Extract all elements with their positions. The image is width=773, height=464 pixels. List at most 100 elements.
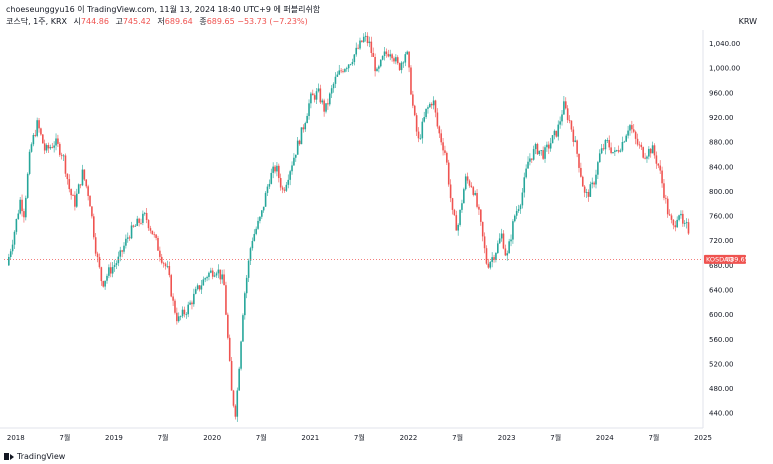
candle xyxy=(606,137,609,144)
candle xyxy=(311,89,314,96)
candle xyxy=(470,182,473,188)
candle xyxy=(249,246,252,266)
candle xyxy=(210,267,212,274)
time-tick-label: 7월 xyxy=(648,433,659,442)
candle xyxy=(211,267,214,280)
candle xyxy=(627,125,629,139)
candle xyxy=(240,340,242,371)
open-value: 744.86 xyxy=(80,17,109,26)
candle xyxy=(106,273,108,284)
candle xyxy=(25,195,27,221)
candle xyxy=(143,211,146,216)
candle xyxy=(412,90,414,109)
candle xyxy=(442,137,444,156)
candle xyxy=(423,111,425,123)
candle xyxy=(598,149,601,163)
candle xyxy=(221,269,223,284)
candle xyxy=(547,141,550,155)
candle xyxy=(406,50,408,55)
candle xyxy=(623,140,626,143)
candle xyxy=(109,262,112,278)
candle xyxy=(83,169,86,182)
candle xyxy=(157,235,159,251)
candle xyxy=(306,113,308,124)
candle xyxy=(587,189,590,202)
candle xyxy=(300,127,303,145)
candle xyxy=(28,149,31,176)
candle xyxy=(432,96,435,110)
candle xyxy=(610,142,612,155)
candle xyxy=(466,172,469,184)
candle xyxy=(204,277,206,283)
candle xyxy=(646,155,648,163)
price-axis[interactable]: 440.00 480.00 520.00 560.00 600.00 640.00 680.… xyxy=(709,40,740,418)
tradingview-footer[interactable]: TradingView xyxy=(4,452,65,461)
candle xyxy=(478,204,480,216)
time-axis[interactable]: 2018 7월 2019 7월 2020 7월 2021 7월 2022 7월 2023 7월 2024… xyxy=(7,433,712,442)
candle xyxy=(495,252,497,263)
candle xyxy=(438,125,441,138)
candle xyxy=(436,108,439,129)
candle xyxy=(532,145,535,161)
candle xyxy=(512,219,514,244)
candle xyxy=(43,139,46,155)
candle xyxy=(564,97,567,110)
candle xyxy=(425,108,427,119)
candle xyxy=(9,248,12,260)
candle xyxy=(349,63,352,66)
candle xyxy=(534,142,537,155)
candle xyxy=(359,37,361,50)
candle xyxy=(104,280,106,290)
candle xyxy=(542,146,544,160)
candle xyxy=(160,253,163,265)
candle xyxy=(402,61,405,68)
candle xyxy=(123,242,125,254)
candle xyxy=(544,145,546,163)
candle xyxy=(332,82,335,93)
candle xyxy=(170,273,172,298)
candle xyxy=(132,224,135,228)
last-price-tag-value: 689.65 xyxy=(726,256,749,264)
price-tick-label: 480.00 xyxy=(709,385,734,393)
candle xyxy=(274,164,276,174)
candle xyxy=(655,151,658,169)
candle xyxy=(302,124,305,133)
candle xyxy=(389,49,392,61)
price-tick-label: 920.00 xyxy=(709,114,734,122)
candle xyxy=(242,313,244,343)
candle xyxy=(376,67,378,72)
candle xyxy=(372,47,375,58)
candle xyxy=(13,230,16,249)
candle xyxy=(591,177,594,189)
price-tick-label: 560.00 xyxy=(709,336,734,344)
candle xyxy=(476,188,478,209)
candle xyxy=(474,190,476,196)
candle xyxy=(259,216,261,224)
candle xyxy=(581,175,584,187)
candle xyxy=(245,275,248,299)
candle xyxy=(117,251,120,267)
candle xyxy=(597,160,599,179)
candle xyxy=(59,142,61,157)
candle xyxy=(342,69,344,74)
candle xyxy=(75,188,78,208)
candle xyxy=(189,300,191,306)
candle xyxy=(219,269,222,285)
candle xyxy=(593,181,595,188)
candle xyxy=(236,387,239,422)
candle xyxy=(287,174,290,189)
candle xyxy=(383,47,386,61)
tradingview-brand: TradingView xyxy=(17,452,66,461)
candle xyxy=(615,149,618,152)
candle xyxy=(187,301,189,318)
candle xyxy=(514,214,516,223)
candle xyxy=(153,231,156,238)
candle xyxy=(168,261,171,278)
candle xyxy=(264,191,267,207)
candle xyxy=(430,102,433,109)
candle xyxy=(672,218,675,230)
candle xyxy=(663,179,665,201)
candle xyxy=(70,188,72,200)
symbol-label[interactable]: 코스닥, 1주, KRX xyxy=(6,17,67,26)
